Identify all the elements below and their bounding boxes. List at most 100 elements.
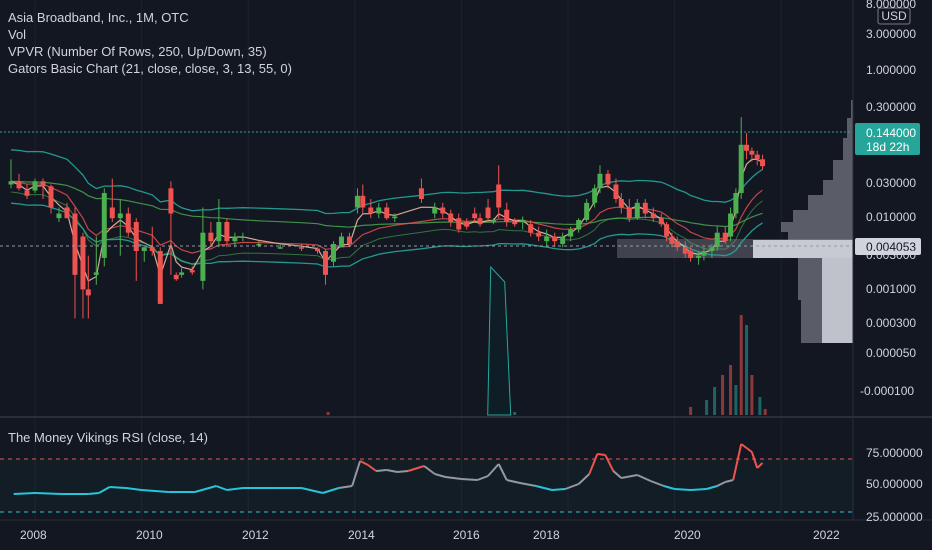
candle-body [485, 207, 491, 219]
rsi-segment [690, 488, 707, 491]
rsi-segment [578, 473, 590, 485]
rsi-segment [109, 486, 126, 489]
volume-bar [750, 375, 754, 415]
time-tick: 2018 [533, 528, 560, 542]
time-tick: 2014 [348, 528, 375, 542]
rsi-segment [34, 492, 62, 495]
candle-body [16, 181, 22, 189]
gators-indicator-label[interactable]: Gators Basic Chart (21, close, close, 3,… [8, 61, 292, 76]
candle-body [605, 173, 611, 185]
candle-body [634, 202, 640, 219]
candle-body [464, 222, 470, 227]
candle-body [477, 218, 483, 225]
rsi-segment [732, 443, 743, 481]
gator-mid-line [10, 180, 763, 254]
rsi-segment [125, 487, 142, 491]
symbol-title[interactable]: Asia Broadband, Inc., 1M, OTC [8, 10, 189, 25]
candle-body [208, 232, 214, 242]
rsi-segment [506, 479, 521, 484]
rsi-segment [519, 482, 537, 487]
rsi-tick: 25.000000 [866, 510, 923, 524]
volume-bar [763, 409, 767, 415]
vpvr-indicator-label[interactable]: VPVR (Number Of Rows, 250, Up/Down, 35) [8, 44, 267, 59]
candle-body [117, 213, 123, 219]
rsi-segment [322, 487, 340, 494]
rsi-segment [750, 451, 759, 469]
price-tick: 0.000050 [866, 346, 917, 360]
candle-body [189, 270, 195, 273]
rsi-segment [141, 489, 169, 493]
rsi-segment [612, 470, 622, 479]
rsi-segment [636, 474, 652, 482]
rsi-segment [351, 460, 362, 487]
vpvr-row [833, 160, 853, 180]
candle-body [376, 207, 382, 214]
candle-body [314, 248, 320, 252]
candle-body [669, 236, 675, 244]
vpvr-row [808, 195, 853, 210]
candle-body [456, 218, 462, 230]
candle-body [490, 220, 496, 222]
candle-body [173, 274, 179, 280]
candle-body [232, 236, 238, 242]
vpvr-row [823, 180, 853, 195]
candle-body [560, 236, 566, 244]
candle-body [528, 224, 534, 233]
rsi-tick: 75.000000 [866, 446, 923, 460]
candle-body [440, 207, 446, 214]
candle-body [472, 213, 478, 219]
candle-body [504, 209, 510, 222]
candle-body [613, 184, 619, 200]
candle-body [72, 213, 78, 275]
volume-bar [487, 265, 512, 416]
vpvr-row [847, 118, 853, 138]
candle-body [330, 243, 336, 262]
candle-body [200, 232, 206, 281]
vpvr-row [793, 210, 853, 222]
candle-body [709, 247, 715, 252]
rsi-segment [604, 454, 615, 472]
volume-bars [326, 265, 767, 416]
rsi-pane [0, 443, 853, 512]
candle-body [48, 186, 54, 208]
rsi-segment [724, 479, 734, 483]
price-tick: -0.000100 [860, 384, 915, 398]
rsi-segment [663, 485, 675, 490]
candle-body [760, 159, 766, 167]
candle-body [40, 181, 46, 187]
vpvr-row [788, 232, 853, 240]
vol-indicator-label[interactable]: Vol [8, 27, 27, 42]
crosshair-price-label: 0.004053 [866, 240, 916, 254]
volume-bar [739, 315, 743, 415]
candle-body [338, 236, 344, 248]
candle-body [520, 220, 526, 222]
candles [8, 117, 766, 319]
price-tick: 0.001000 [866, 282, 917, 296]
currency-badge[interactable] [877, 7, 911, 25]
gator-teeth-line [10, 191, 763, 265]
candle-body [714, 232, 720, 248]
candle-body [168, 188, 174, 214]
rsi-segment [621, 474, 638, 479]
rsi-indicator-label[interactable]: The Money Vikings RSI (close, 14) [8, 430, 208, 445]
rsi-segment [740, 443, 748, 449]
vpvr-profile [753, 100, 853, 343]
candle-body [592, 188, 598, 203]
rsi-segment [487, 463, 500, 477]
volume-bar [721, 375, 725, 415]
candle-body [240, 236, 246, 239]
rsi-segment [338, 485, 353, 489]
candle-body [224, 222, 230, 242]
rsi-segment [301, 487, 324, 494]
volume-bar [745, 325, 749, 415]
candle-body [749, 150, 755, 155]
upper-band [10, 149, 763, 215]
vpvr-row [843, 138, 853, 160]
candle-body [544, 236, 550, 242]
candle-body [552, 236, 558, 242]
candle-body [157, 251, 163, 304]
candle-body [696, 255, 702, 258]
time-tick: 2008 [20, 528, 47, 542]
candle-body [322, 251, 328, 275]
